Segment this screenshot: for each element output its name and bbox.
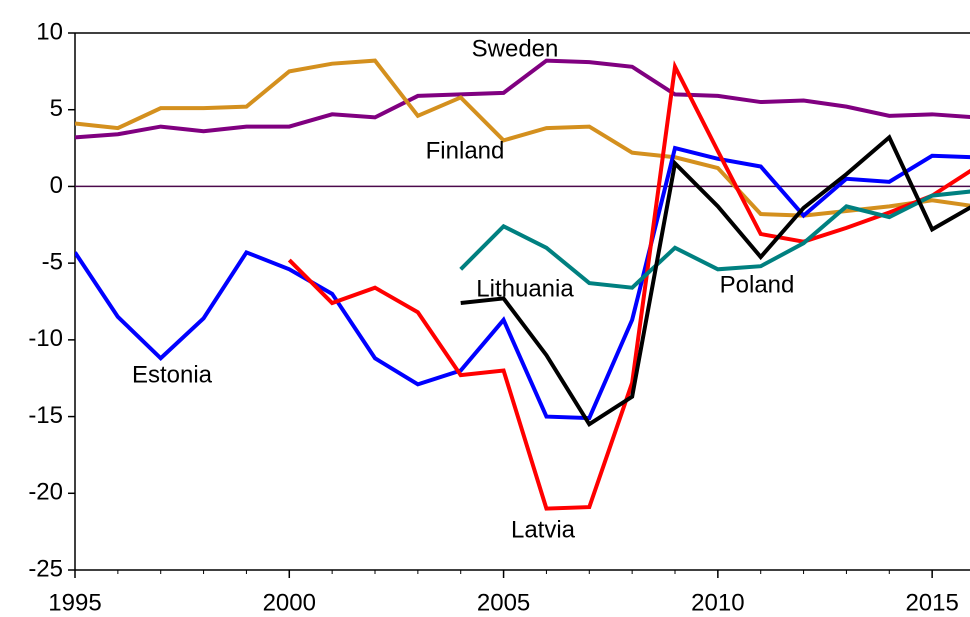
series-label: Lithuania bbox=[476, 275, 574, 302]
y-tick-label: 5 bbox=[50, 95, 63, 122]
series-line bbox=[75, 145, 970, 421]
series-label: Estonia bbox=[132, 361, 213, 388]
x-tick-label: 2015 bbox=[905, 589, 958, 616]
series-line bbox=[75, 58, 970, 140]
series-label: Poland bbox=[720, 271, 795, 298]
plot-lines bbox=[75, 58, 970, 511]
x-tick-label: 2010 bbox=[691, 589, 744, 616]
x-tick-label: 1995 bbox=[48, 589, 101, 616]
y-tick-label: -20 bbox=[28, 479, 63, 506]
x-tick-label: 2005 bbox=[477, 589, 530, 616]
series-label: Finland bbox=[426, 137, 505, 164]
series-line bbox=[459, 189, 970, 290]
y-tick-label: -10 bbox=[28, 325, 63, 352]
series-line bbox=[460, 134, 970, 428]
y-tick-label: 10 bbox=[36, 18, 63, 45]
series-line bbox=[287, 60, 970, 511]
y-tick-label: -25 bbox=[28, 555, 63, 582]
y-tick-label: -15 bbox=[28, 402, 63, 429]
series-line bbox=[75, 58, 970, 218]
series-label: Latvia bbox=[511, 516, 576, 543]
y-tick-label: 0 bbox=[50, 172, 63, 199]
x-tick-label: 2000 bbox=[263, 589, 316, 616]
y-tick-label: -5 bbox=[42, 248, 63, 275]
series-label: Sweden bbox=[472, 35, 559, 62]
